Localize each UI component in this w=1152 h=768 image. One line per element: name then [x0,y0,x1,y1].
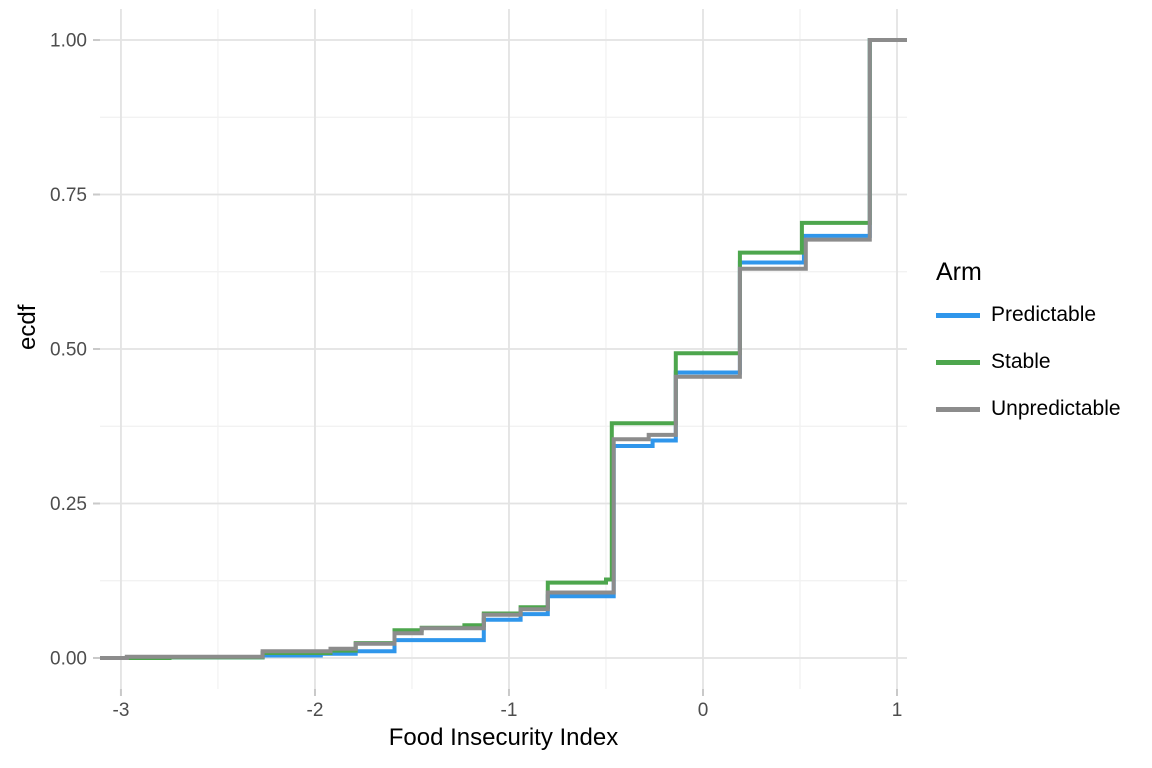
x-tick-label: -3 [113,700,130,721]
legend-item-stable: Stable [936,347,1150,377]
legend: Arm Predictable Stable Unpredictable [936,257,1150,441]
legend-swatch-stable [936,359,980,365]
legend-item-predictable: Predictable [936,300,1150,330]
y-axis-title: ecdf [14,304,41,350]
y-tick-label: 0.75 [50,185,87,206]
x-tick-label: -1 [501,700,518,721]
x-axis-title: Food Insecurity Index [388,724,619,751]
legend-label: Predictable [991,303,1097,326]
y-tick-label: 0.25 [50,494,87,515]
series-line-predictable [100,38,907,660]
y-tick-label: 0.50 [50,339,87,360]
y-tick-label: 1.00 [50,30,87,51]
legend-label: Unpredictable [991,397,1121,420]
legend-item-unpredictable: Unpredictable [936,394,1150,424]
x-tick-label: 0 [698,700,709,721]
x-tick-label: 1 [892,700,903,721]
legend-label: Stable [991,350,1051,373]
series-line-unpredictable [100,38,907,660]
x-tick-label: -2 [307,700,324,721]
legend-title: Arm [936,258,982,286]
y-tick-label: 0.00 [50,648,87,669]
legend-swatch-predictable [936,312,980,318]
legend-swatch-unpredictable [936,406,980,412]
